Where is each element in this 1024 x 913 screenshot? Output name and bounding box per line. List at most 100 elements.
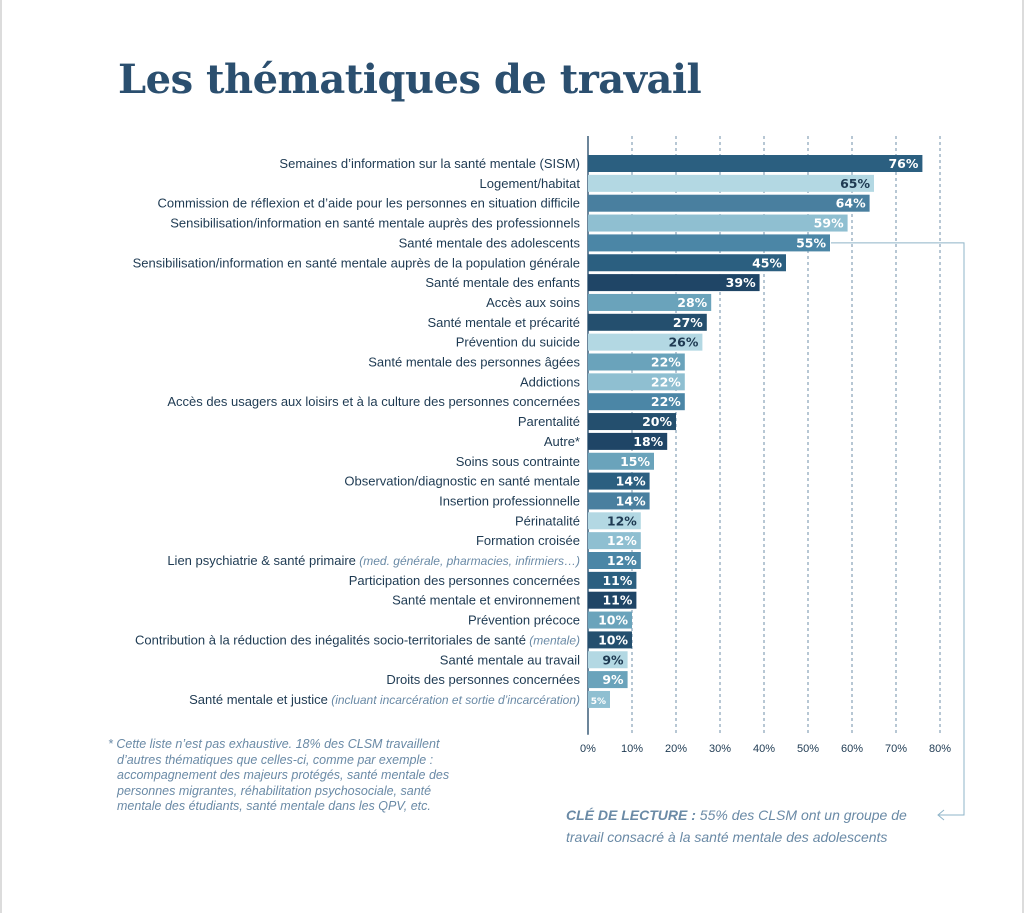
value-label: 15% xyxy=(620,454,650,469)
category-note: (mentale) xyxy=(526,633,580,647)
category-label: Accès aux soins xyxy=(486,295,580,310)
bar xyxy=(588,671,628,689)
footnote-line: * Cette liste n’est pas exhaustive. 18% … xyxy=(108,737,440,751)
reading-key: CLÉ DE LECTURE : 55% des CLSM ont un gro… xyxy=(566,804,976,848)
category-label: Prévention du suicide xyxy=(456,335,580,350)
footnote-line: mentale des étudiants, santé mentale dan… xyxy=(117,799,431,814)
category-label: Commission de réflexion et d’aide pour l… xyxy=(158,196,581,211)
value-label: 10% xyxy=(598,613,628,628)
bar xyxy=(588,313,707,331)
category-label: Autre* xyxy=(544,434,580,449)
value-label: 65% xyxy=(840,176,870,191)
bar xyxy=(588,393,685,411)
x-tick-label: 10% xyxy=(621,743,643,755)
category-label: Santé mentale des adolescents xyxy=(399,235,581,250)
value-label: 10% xyxy=(598,632,628,647)
category-label: Parentalité xyxy=(518,414,580,429)
value-label: 11% xyxy=(602,573,632,588)
category-label: Santé mentale et précarité xyxy=(428,315,580,330)
value-label: 28% xyxy=(677,295,707,310)
category-label: Insertion professionnelle xyxy=(439,493,580,508)
bar xyxy=(588,174,874,192)
bar xyxy=(588,571,637,589)
category-label: Prévention précoce xyxy=(468,613,580,628)
category-label: Santé mentale au travail xyxy=(440,652,580,667)
value-label: 14% xyxy=(616,493,646,508)
category-label: Accès des usagers aux loisirs et à la cu… xyxy=(167,394,580,409)
category-label: Addictions xyxy=(520,374,580,389)
category-label: Santé mentale et environnement xyxy=(392,593,580,608)
bar xyxy=(588,552,641,569)
bar xyxy=(588,452,654,470)
category-label: Semaines d’information sur la santé ment… xyxy=(279,156,580,171)
bar xyxy=(588,214,848,232)
value-label: 22% xyxy=(651,355,681,370)
bar xyxy=(588,472,650,490)
category-note: (incluant incarcération et sortie d’inca… xyxy=(328,693,580,707)
category-note: (med. générale, pharmacies, infirmiers…) xyxy=(356,554,580,568)
category-label: Sensibilisation/information en santé men… xyxy=(170,216,580,231)
value-label: 39% xyxy=(726,275,756,290)
bar xyxy=(588,274,760,292)
value-label: 45% xyxy=(752,255,782,270)
category-label: Participation des personnes concernées xyxy=(349,573,581,588)
right-border xyxy=(1022,0,1024,913)
category-label: Santé mentale et justice (incluant incar… xyxy=(189,692,580,707)
bar xyxy=(588,234,830,252)
bar xyxy=(588,373,685,391)
bar xyxy=(588,353,685,371)
category-label: Observation/diagnostic en santé mentale xyxy=(344,474,580,489)
bar xyxy=(588,532,641,550)
x-tick-label: 30% xyxy=(709,743,731,755)
page-title: Les thématiques de travail xyxy=(118,56,702,103)
value-label: 12% xyxy=(607,553,637,568)
reading-key-text-2: travail consacré à la santé mentale des … xyxy=(566,829,888,845)
category-label: Santé mentale des personnes âgées xyxy=(368,355,580,370)
x-tick-label: 0% xyxy=(580,743,596,755)
bar xyxy=(588,333,703,351)
category-label: Santé mentale des enfants xyxy=(425,275,580,290)
reading-key-arrowhead xyxy=(937,809,945,821)
category-label: Soins sous contrainte xyxy=(456,454,580,469)
reading-key-line-1: CLÉ DE LECTURE : 55% des CLSM ont un gro… xyxy=(566,804,976,826)
footnote-line: personnes migrantes, réhabilitation psyc… xyxy=(117,783,432,798)
bar xyxy=(588,512,641,530)
category-label: Sensibilisation/information en santé men… xyxy=(133,255,580,270)
footnote-line: d’autres thématiques que celles-ci, comm… xyxy=(117,752,434,767)
bar xyxy=(588,432,668,450)
bar xyxy=(588,413,676,431)
footnote-line: accompagnement des majeurs protégés, san… xyxy=(117,768,450,783)
value-label: 12% xyxy=(607,533,637,548)
left-border xyxy=(0,0,2,913)
reading-key-text-1: 55% des CLSM ont un groupe de xyxy=(699,807,907,823)
bar xyxy=(588,194,870,212)
bar xyxy=(588,293,712,311)
value-label: 55% xyxy=(796,235,826,250)
value-label: 22% xyxy=(651,374,681,389)
bar xyxy=(588,591,637,609)
x-tick-label: 60% xyxy=(841,743,863,755)
value-label: 18% xyxy=(633,434,663,449)
value-label: 5% xyxy=(591,697,606,707)
value-label: 76% xyxy=(888,156,918,171)
value-label: 9% xyxy=(602,672,624,687)
value-label: 27% xyxy=(673,315,703,330)
value-label: 22% xyxy=(651,394,681,409)
reading-key-label: CLÉ DE LECTURE : xyxy=(566,807,696,823)
bar xyxy=(588,690,610,708)
bar xyxy=(588,254,786,272)
reading-key-connector xyxy=(831,242,965,816)
value-label: 12% xyxy=(607,513,637,528)
category-label: Lien psychiatrie & santé primaire (med. … xyxy=(167,553,580,568)
value-label: 20% xyxy=(642,414,672,429)
bar xyxy=(588,631,632,649)
value-label: 59% xyxy=(814,216,844,231)
category-label: Périnatalité xyxy=(515,513,580,528)
category-label: Droits des personnes concernées xyxy=(386,672,580,687)
category-label: Contribution à la réduction des inégalit… xyxy=(135,632,580,647)
value-label: 64% xyxy=(836,196,866,211)
bar xyxy=(588,611,632,629)
bar xyxy=(588,651,628,669)
